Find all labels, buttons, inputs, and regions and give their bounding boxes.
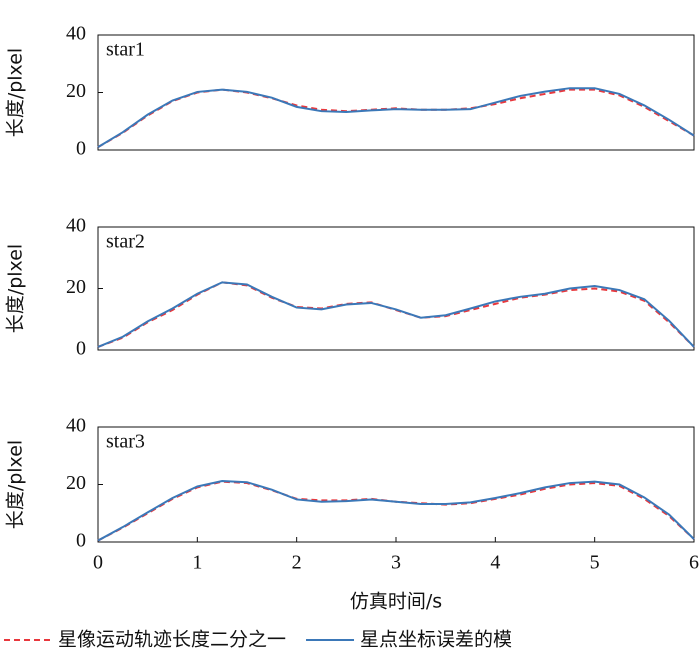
x-tick-label: 2 bbox=[292, 552, 302, 574]
annotation: star2 bbox=[106, 231, 145, 253]
x-tick-label: 3 bbox=[391, 552, 401, 574]
x-tick-label: 4 bbox=[490, 552, 500, 574]
annotation: star3 bbox=[106, 431, 145, 453]
y-tick-label: 40 bbox=[66, 415, 86, 437]
y-tick-label: 20 bbox=[66, 472, 86, 494]
y-axis-label: 长度/plxel bbox=[5, 48, 27, 137]
legend-label: 星像运动轨迹长度二分之一 bbox=[58, 629, 286, 651]
y-tick-label: 40 bbox=[66, 23, 86, 45]
series-line bbox=[97, 281, 695, 348]
y-tick-label: 0 bbox=[76, 138, 86, 160]
x-tick-label: 1 bbox=[192, 552, 202, 574]
x-tick-label: 0 bbox=[93, 552, 103, 574]
series-line bbox=[97, 480, 695, 542]
y-tick-label: 20 bbox=[66, 276, 86, 298]
x-tick-label: 5 bbox=[590, 552, 600, 574]
annotation: star1 bbox=[106, 39, 145, 61]
y-tick-label: 0 bbox=[76, 530, 86, 552]
y-axis-label: 长度/plxel bbox=[5, 440, 27, 529]
x-tick-label: 6 bbox=[689, 552, 699, 574]
y-tick-label: 0 bbox=[76, 338, 86, 360]
x-axis-label: 仿真时间/s bbox=[350, 591, 442, 613]
legend-label: 星点坐标误差的模 bbox=[360, 629, 512, 651]
series-line bbox=[97, 87, 695, 148]
y-tick-label: 40 bbox=[66, 215, 86, 237]
y-tick-label: 20 bbox=[66, 80, 86, 102]
series-line bbox=[97, 281, 695, 348]
y-axis-label: 长度/plxel bbox=[5, 244, 27, 333]
series-line bbox=[97, 88, 695, 148]
